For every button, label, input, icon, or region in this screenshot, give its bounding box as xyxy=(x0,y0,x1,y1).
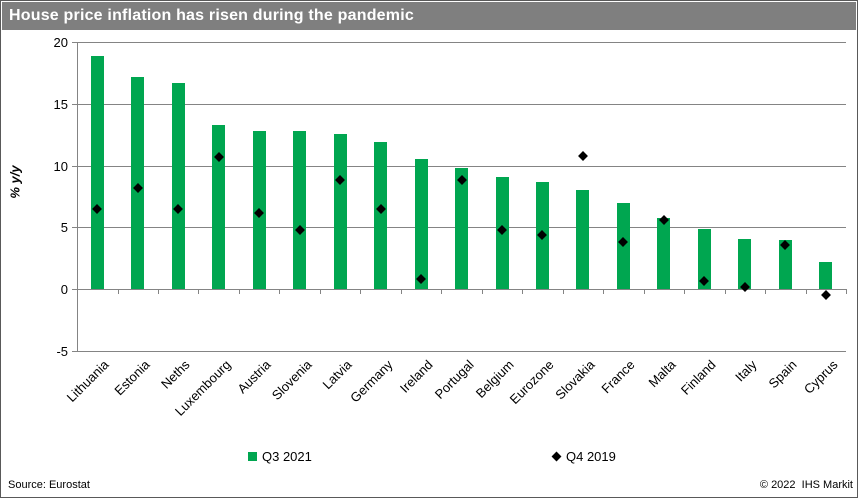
y-tick-mark xyxy=(72,42,77,43)
y-tick-mark xyxy=(72,351,77,352)
x-tick-mark xyxy=(562,289,564,295)
bar-slovakia xyxy=(576,190,590,290)
y-tick-label: 20 xyxy=(53,35,68,50)
x-tick-mark xyxy=(360,289,362,295)
diamond-slovakia xyxy=(577,150,588,161)
x-tick-mark xyxy=(846,289,847,295)
y-tick-label: -5 xyxy=(56,344,68,359)
legend-q4-label: Q4 2019 xyxy=(566,449,616,464)
bar-slovenia xyxy=(293,131,307,290)
x-tick-mark xyxy=(522,289,524,295)
x-tick-mark xyxy=(765,289,767,295)
bar-latvia xyxy=(333,133,347,290)
y-tick-label: 5 xyxy=(60,220,68,236)
bar-finland xyxy=(697,228,711,290)
bar-italy xyxy=(738,238,752,290)
x-tick-mark xyxy=(319,289,321,295)
y-tick-label: 0 xyxy=(60,282,68,298)
legend-square-icon xyxy=(248,452,257,461)
source-note: Source: Eurostat xyxy=(8,479,90,491)
y-tick-label: 10 xyxy=(53,158,68,174)
bar-luxembourg xyxy=(212,124,226,290)
bar-malta xyxy=(657,217,671,290)
x-tick-mark xyxy=(198,289,200,295)
x-tick-mark xyxy=(77,289,78,295)
bar-cyprus xyxy=(819,262,833,290)
x-tick-mark xyxy=(603,289,605,295)
bar-germany xyxy=(374,142,388,290)
gridline-20 xyxy=(77,42,846,43)
legend-diamond-icon xyxy=(551,451,562,462)
x-tick-mark xyxy=(157,289,159,295)
bar-ireland xyxy=(414,159,428,290)
gridline-15 xyxy=(77,103,846,105)
y-axis-line xyxy=(77,42,78,351)
copyright-note: © 2022 IHS Markit xyxy=(759,479,853,491)
x-tick-mark xyxy=(238,289,240,295)
bar-spain xyxy=(778,239,792,290)
gridline-10 xyxy=(77,165,846,167)
x-tick-mark xyxy=(805,289,807,295)
gridline-0 xyxy=(77,289,846,291)
legend-q3-label: Q3 2021 xyxy=(262,449,312,464)
x-tick-mark xyxy=(279,289,281,295)
y-tick-mark xyxy=(72,289,77,291)
x-tick-mark xyxy=(441,289,443,295)
chart-title-bar: House price inflation has risen during t… xyxy=(2,2,856,30)
y-tick-mark xyxy=(72,227,77,229)
bar-neths xyxy=(171,82,185,290)
x-tick-mark xyxy=(684,289,686,295)
diamond-cyprus xyxy=(820,290,831,301)
y-tick-mark xyxy=(72,165,77,167)
x-tick-mark xyxy=(724,289,726,295)
y-tick-mark xyxy=(72,103,77,105)
x-tick-mark xyxy=(643,289,645,295)
bar-lithuania xyxy=(90,55,104,290)
chart-title: House price inflation has risen during t… xyxy=(9,7,414,24)
bar-portugal xyxy=(455,168,468,290)
x-tick-mark xyxy=(400,289,402,295)
legend-item-q3-2021: Q3 2021 xyxy=(248,449,312,464)
x-tick-mark xyxy=(481,289,483,295)
x-tick-mark xyxy=(117,289,119,295)
gridline--5 xyxy=(77,351,846,352)
y-tick-label: 15 xyxy=(53,96,68,112)
legend-item-q4-2019: Q4 2019 xyxy=(551,449,616,464)
